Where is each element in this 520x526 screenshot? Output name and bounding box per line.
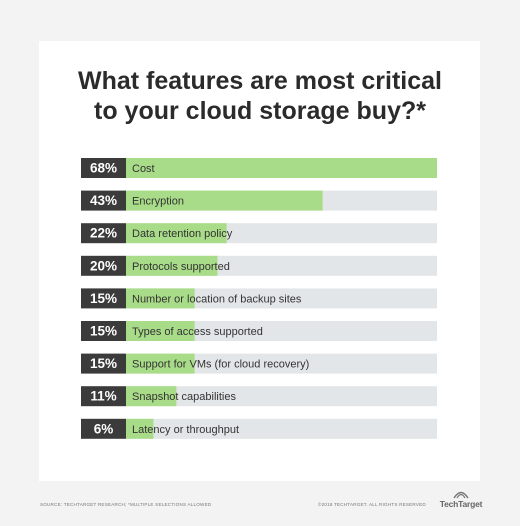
- value-label-box: [81, 158, 126, 178]
- footer-source: SOURCE: TECHTARGET RESEARCH; *MULTIPLE S…: [40, 502, 212, 507]
- category-label: Types of access supported: [132, 326, 263, 338]
- value-label-box: [81, 386, 126, 407]
- value-label-box: [81, 418, 126, 439]
- techtarget-logo-text: TechTarget: [439, 499, 483, 509]
- value-label: 43%: [90, 193, 117, 208]
- category-label: Latency or throughput: [132, 424, 239, 436]
- footer-copyright: ©2018 TECHTARGET. ALL RIGHTS RESERVED: [318, 502, 426, 507]
- bar: [126, 158, 437, 178]
- bar: [126, 321, 195, 341]
- value-label: 6%: [94, 421, 114, 436]
- category-label: Number or location of backup sites: [132, 293, 302, 305]
- bar: [126, 418, 154, 439]
- bar-row: 11% Snapshot capabilities: [81, 386, 437, 407]
- value-label-box: [81, 190, 126, 211]
- value-label: 15%: [90, 324, 117, 339]
- value-label: 22%: [90, 226, 117, 241]
- category-label: Encryption: [132, 196, 184, 208]
- bar: [126, 255, 218, 276]
- bar-row: 22% Data retention policy: [81, 223, 437, 244]
- bar-row: 43% Encryption: [81, 190, 437, 211]
- value-label-box: [81, 255, 126, 276]
- value-label-box: [81, 288, 126, 309]
- value-label: 20%: [90, 258, 117, 273]
- bar: [126, 386, 177, 407]
- chart-title-line-2: to your cloud storage buy?*: [94, 97, 426, 125]
- value-label: 68%: [90, 161, 117, 176]
- value-label-box: [81, 353, 126, 374]
- chart-title-line-1: What features are most critical: [77, 67, 442, 95]
- bar-row: 15% Number or location of backup sites: [81, 288, 437, 309]
- bar: [126, 353, 195, 374]
- value-label-box: [81, 321, 126, 341]
- bar-track: [126, 288, 437, 309]
- bar-track: [126, 353, 437, 374]
- bar-row: 68% Cost: [81, 158, 437, 178]
- bar-row: 15% Support for VMs (for cloud recovery): [81, 353, 437, 374]
- techtarget-logo: TechTarget: [436, 489, 486, 511]
- bar-row: 15% Types of access supported: [81, 321, 437, 341]
- value-label: 15%: [90, 291, 117, 306]
- value-label: 11%: [90, 389, 116, 404]
- bar-row: 6% Latency or throughput: [81, 418, 437, 439]
- bar-row: 20% Protocols supported: [81, 255, 437, 276]
- category-label: Data retention policy: [132, 228, 233, 240]
- category-label: Protocols supported: [132, 261, 230, 273]
- bar-track: [126, 418, 437, 439]
- bar-track: [126, 321, 437, 341]
- value-label-box: [81, 223, 126, 244]
- value-label: 15%: [90, 356, 117, 371]
- category-label: Snapshot capabilities: [132, 391, 236, 403]
- techtarget-logo-icon: [453, 491, 469, 499]
- chart-title: What features are most critical to your …: [0, 66, 520, 126]
- bar: [126, 223, 227, 244]
- bar: [126, 288, 195, 309]
- category-label: Cost: [132, 163, 155, 175]
- bar-track: [126, 386, 437, 407]
- bar: [126, 190, 323, 211]
- category-label: Support for VMs (for cloud recovery): [132, 359, 309, 371]
